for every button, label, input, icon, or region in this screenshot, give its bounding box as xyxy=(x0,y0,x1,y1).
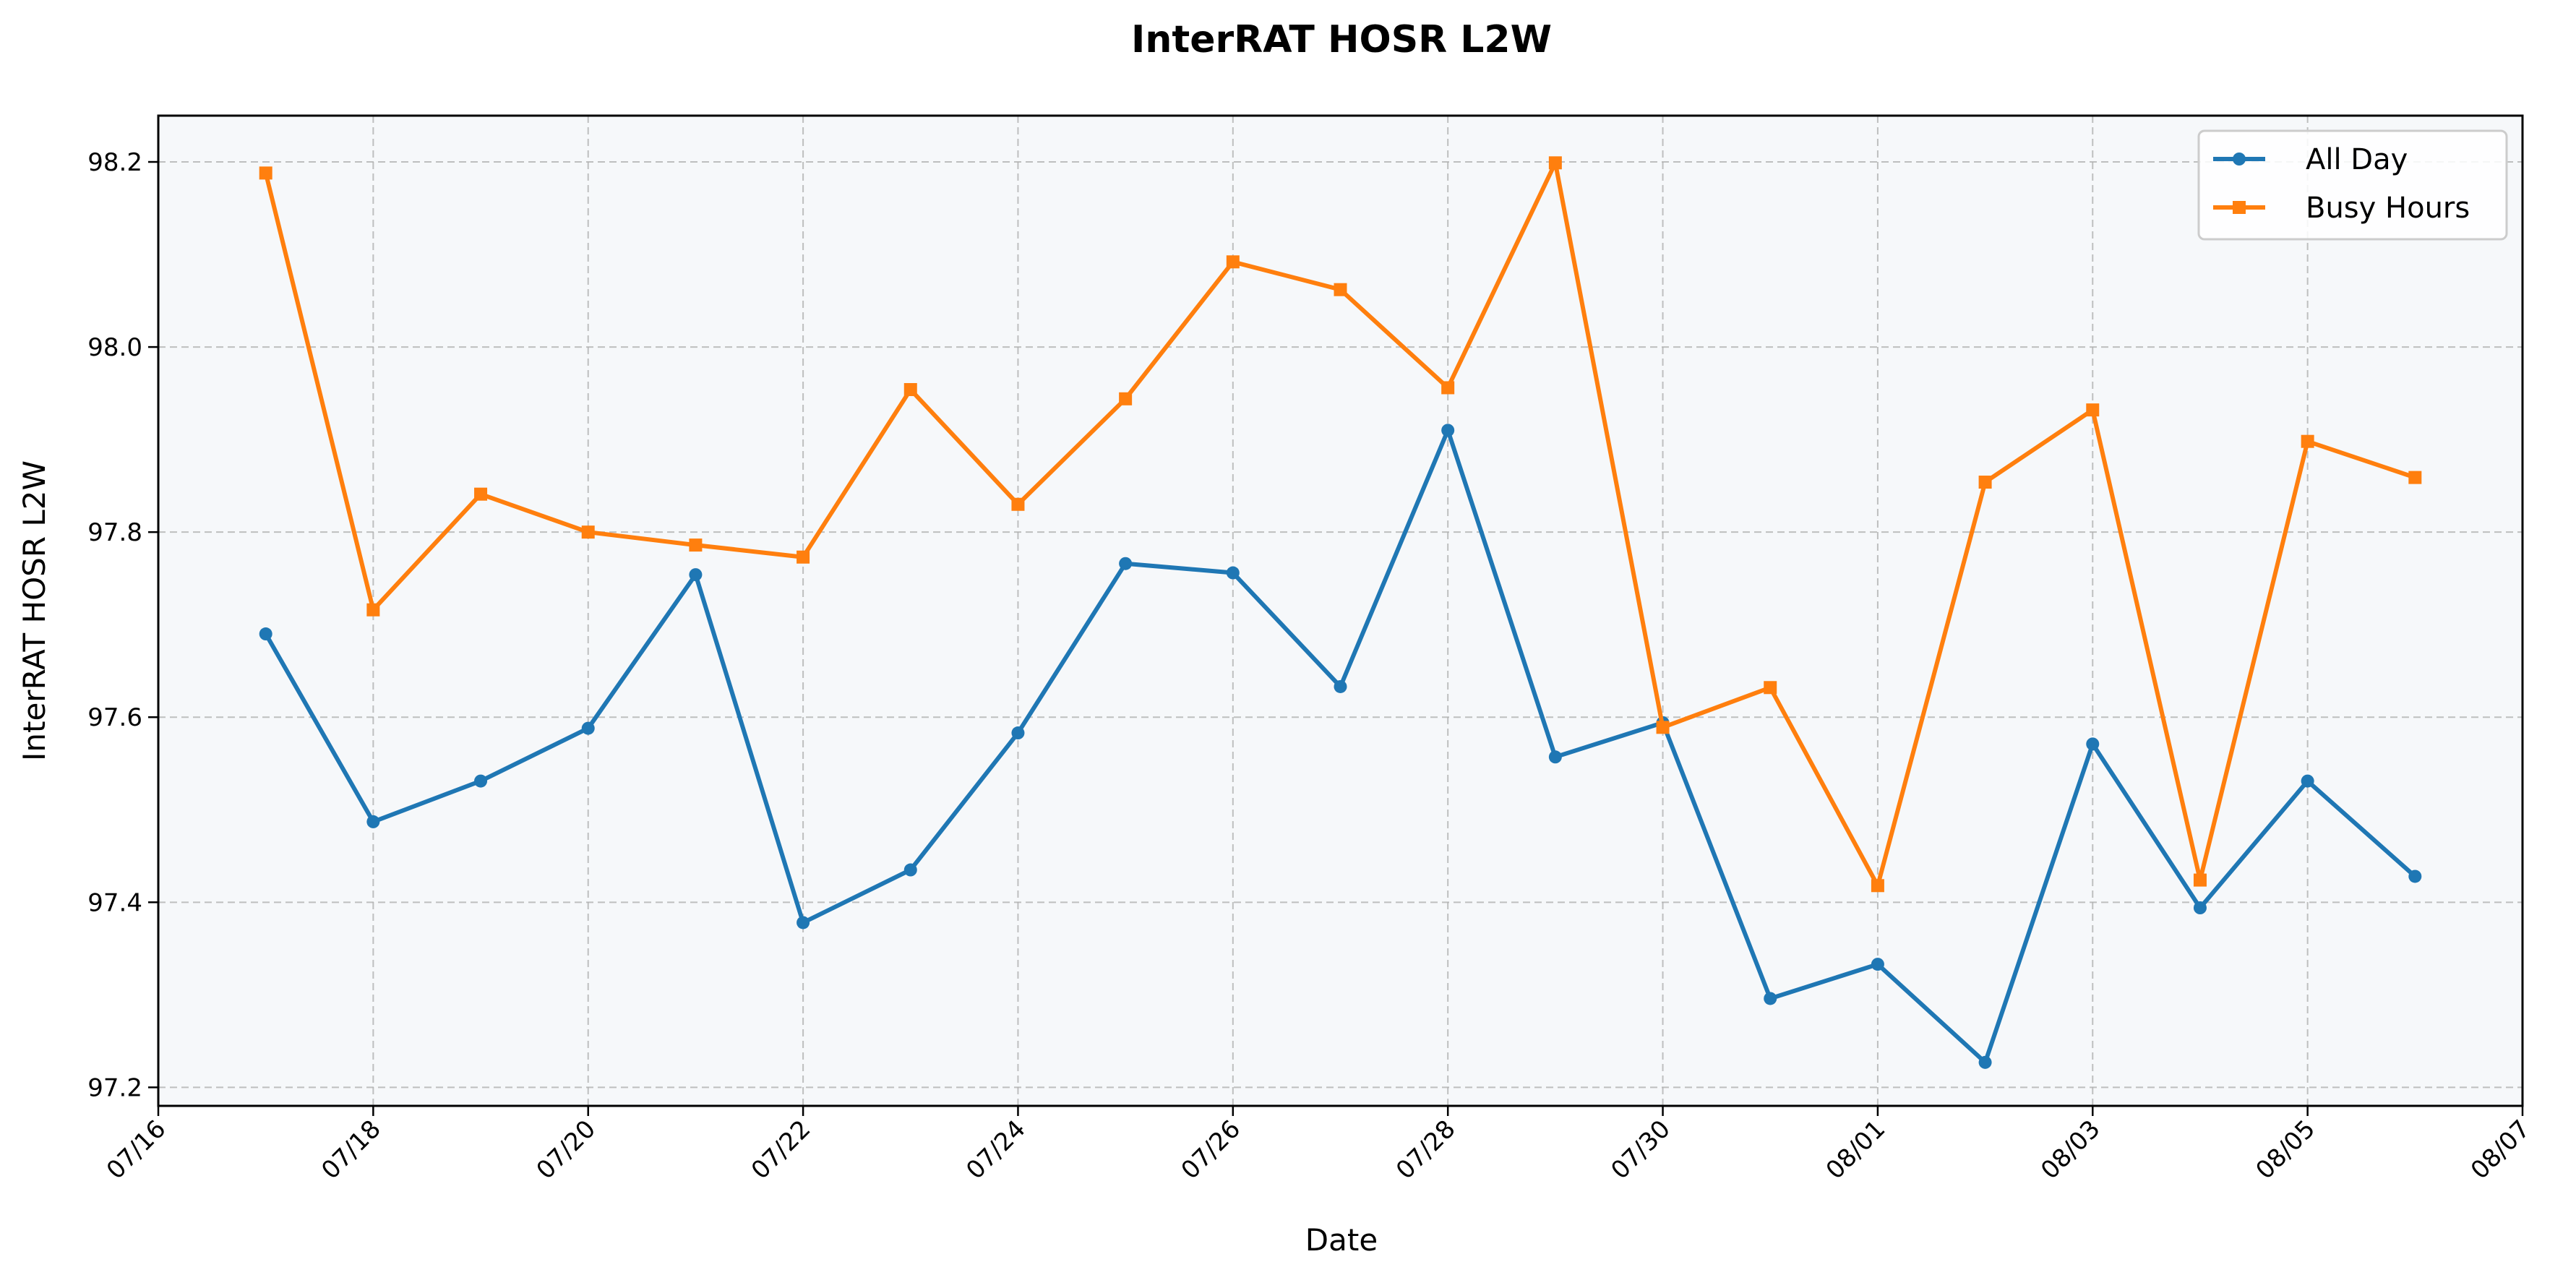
data-point-busy-hours xyxy=(689,538,703,552)
legend-box xyxy=(2197,129,2508,241)
data-point-busy-hours xyxy=(2086,403,2100,417)
data-point-busy-hours xyxy=(1011,497,1025,511)
data-point-busy-hours xyxy=(2193,873,2207,887)
data-point-all-day xyxy=(2301,774,2314,788)
data-point-all-day xyxy=(1871,958,1884,971)
data-point-all-day xyxy=(1011,726,1025,740)
data-point-busy-hours xyxy=(1441,381,1455,395)
data-point-busy-hours xyxy=(2408,471,2422,484)
y-tick-label: 98.2 xyxy=(87,148,142,177)
data-point-busy-hours xyxy=(2301,434,2314,448)
data-point-busy-hours xyxy=(1764,681,1777,695)
y-tick-label: 98.0 xyxy=(87,333,142,362)
x-axis-label: Date xyxy=(1305,1222,1378,1258)
y-tick-label: 97.8 xyxy=(87,518,142,547)
data-point-busy-hours xyxy=(1548,156,1562,170)
data-point-all-day xyxy=(474,774,488,788)
data-point-busy-hours xyxy=(903,382,917,396)
data-point-all-day xyxy=(259,627,272,641)
data-point-busy-hours xyxy=(1871,879,1884,893)
y-axis-label: InterRAT HOSR L2W xyxy=(17,460,52,761)
plot-area xyxy=(158,116,2523,1106)
legend: All Day Busy Hours xyxy=(2197,129,2508,241)
y-tick-label: 97.4 xyxy=(87,888,142,917)
plot-frame xyxy=(157,114,2524,1107)
data-point-busy-hours xyxy=(581,525,595,539)
data-point-busy-hours xyxy=(1656,721,1670,734)
data-point-all-day xyxy=(1226,566,1240,580)
data-point-busy-hours xyxy=(1226,255,1240,269)
legend-label-busy-hours: Busy Hours xyxy=(2306,192,2470,225)
data-point-busy-hours xyxy=(1978,476,1992,489)
grid xyxy=(158,116,2523,1106)
data-point-busy-hours xyxy=(1334,283,1347,296)
data-point-all-day xyxy=(1764,992,1777,1005)
data-point-all-day xyxy=(2086,737,2100,751)
data-point-all-day xyxy=(797,916,810,930)
data-point-busy-hours xyxy=(1119,392,1133,405)
data-point-all-day xyxy=(1548,750,1562,764)
y-tick-label: 97.6 xyxy=(87,703,142,732)
data-point-all-day xyxy=(581,721,595,735)
legend-marker-busy-hours xyxy=(2233,201,2246,214)
data-point-all-day xyxy=(2193,901,2207,914)
series-all-day xyxy=(259,424,2422,1069)
data-point-all-day xyxy=(2408,870,2422,883)
series-layer xyxy=(259,156,2422,1069)
data-point-busy-hours xyxy=(366,603,380,617)
data-point-all-day xyxy=(903,863,917,877)
data-point-busy-hours xyxy=(259,166,272,180)
series-busy-hours xyxy=(259,156,2422,893)
data-point-all-day xyxy=(1441,424,1455,437)
legend-label-all-day: All Day xyxy=(2306,143,2408,176)
data-point-all-day xyxy=(689,568,703,582)
data-point-all-day xyxy=(1119,557,1133,570)
y-tick-label: 97.2 xyxy=(87,1073,142,1102)
legend-marker-all-day xyxy=(2233,153,2246,166)
data-point-busy-hours xyxy=(797,550,810,564)
data-point-all-day xyxy=(1334,679,1347,693)
data-point-busy-hours xyxy=(474,487,488,501)
data-point-all-day xyxy=(366,815,380,828)
data-point-all-day xyxy=(1978,1055,1992,1069)
chart-title: InterRAT HOSR L2W xyxy=(1131,18,1552,61)
y-axis: 97.2 97.4 97.6 97.8 98.0 98.2 xyxy=(87,148,158,1102)
